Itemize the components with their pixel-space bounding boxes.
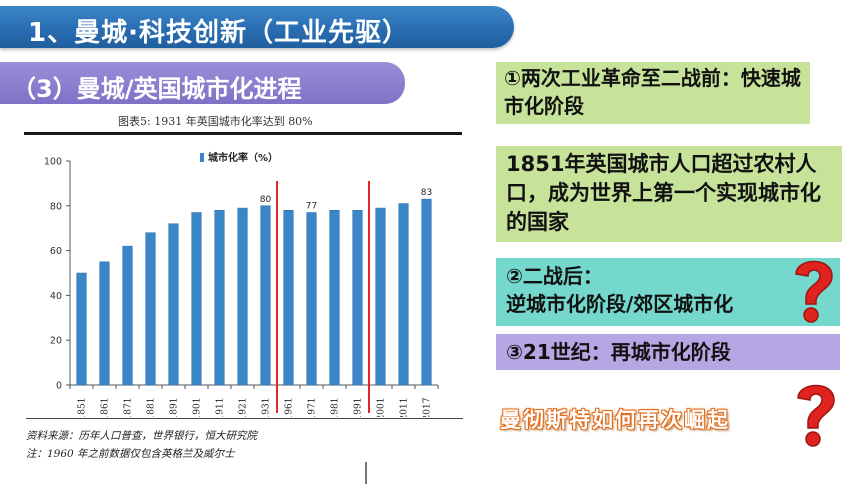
x-tick-label: 1971 (308, 398, 318, 417)
y-tick-label: 60 (50, 246, 62, 257)
x-tick-label: 1881 (147, 398, 157, 417)
y-tick-label: 0 (56, 381, 62, 392)
bar-1981 (329, 210, 340, 386)
fact-card: 1851年英国城市人口超过农村人口，成为世界上第一个实现城市化的国家 (496, 146, 842, 242)
x-tick-label: 2001 (377, 398, 387, 417)
x-tick-label: 1901 (193, 398, 203, 417)
question-text: 曼彻斯特如何再次崛起 (500, 408, 730, 432)
bar-1861 (99, 261, 110, 386)
chart-legend: 城市化率（%） (200, 151, 278, 164)
x-tick-label: 2011 (400, 398, 410, 417)
y-tick-label: 20 (50, 336, 62, 347)
subtitle-bar: （3）曼城/英国城市化进程 (0, 62, 405, 104)
bar-1911 (214, 210, 225, 386)
chart-bars (76, 198, 432, 386)
chart-frame (24, 132, 462, 419)
stage1-text: ①两次工业革命至二战前：快速城市化阶段 (504, 66, 801, 118)
y-tick-label: 100 (44, 157, 62, 168)
bar-1871 (122, 245, 133, 386)
x-tick-label: 2017 (423, 397, 433, 417)
stage3-card: ③21世纪：再城市化阶段 (496, 334, 840, 370)
note-divider (26, 418, 463, 419)
x-tick-label: 1981 (331, 398, 341, 417)
chart-labels: 1851 1861 1871 1881 1891 1901 1911 1921 1931 80 19… (78, 188, 433, 417)
stage3-text: ③21世纪：再城市化阶段 (506, 340, 731, 364)
bar-1901 (191, 212, 202, 386)
x-tick-label: 1921 (239, 398, 249, 417)
x-tick-label: 1991 (354, 398, 364, 417)
bar-1921 (237, 207, 248, 386)
section-subtitle: （3）曼城/英国城市化进程 (12, 75, 302, 103)
stage2-title: ②二战后： (506, 264, 603, 288)
bar-2011 (398, 203, 409, 386)
stage1-card: ①两次工业革命至二战前：快速城市化阶段 (496, 62, 810, 124)
question-mark-icon (797, 384, 835, 447)
y-tick-label: 40 (50, 291, 62, 302)
source-note: 资料来源：历年人口普查，世界银行，恒大研究院 (26, 430, 257, 442)
x-tick-label: 1961 (285, 398, 295, 417)
urbanization-chart: 城市化率（%） 0 20 40 60 80 100 1851 1861 1871 1881 189… (44, 151, 439, 417)
bar-1971 (306, 212, 317, 386)
bar-1991 (352, 210, 363, 386)
x-tick-label: 1851 (78, 398, 88, 417)
chart-markers (276, 181, 370, 413)
bar-1881 (145, 232, 156, 386)
x-tick-label: 1891 (170, 398, 180, 417)
question-mark-icon (795, 260, 833, 323)
title-bar: 1、曼城·科技创新（工业先驱） (0, 6, 514, 48)
bar-1961 (283, 210, 294, 386)
bar-2017 (421, 198, 432, 386)
y-tick-label: 80 (50, 201, 62, 212)
legend-swatch (200, 153, 204, 162)
stage2-card: ②二战后： 逆城市化阶段/郊区城市化 (496, 258, 840, 326)
legend-label: 城市化率（%） (208, 151, 278, 164)
x-tick-label: 1861 (101, 398, 111, 417)
footnote: 注：1960 年之前数据仅包含英格兰及威尔士 (26, 448, 235, 460)
fact-text: 1851年英国城市人口超过农村人口，成为世界上第一个实现城市化的国家 (506, 152, 821, 234)
data-label: 83 (421, 188, 432, 198)
x-tick-label: 1931 (262, 398, 272, 417)
chart-caption: 图表5: 1931 年英国城市化率达到 80% (118, 115, 313, 128)
data-label: 80 (260, 195, 272, 205)
divider (365, 462, 367, 484)
slide-title: 1、曼城·科技创新（工业先驱） (28, 18, 409, 48)
bar-1891 (168, 223, 179, 386)
stage2-body: 逆城市化阶段/郊区城市化 (506, 292, 734, 316)
bar-1851 (76, 272, 87, 386)
x-tick-label: 1911 (216, 398, 226, 417)
bar-1931 (260, 205, 271, 386)
data-label: 77 (306, 202, 317, 212)
x-tick-label: 1871 (124, 398, 134, 417)
bar-2001 (375, 207, 386, 386)
